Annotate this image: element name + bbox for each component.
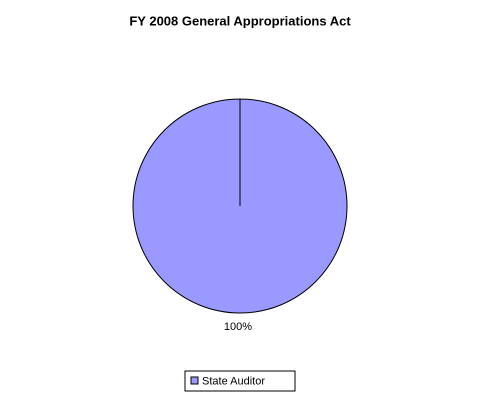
legend-label: State Auditor bbox=[202, 375, 265, 387]
data-label: 100% bbox=[224, 321, 252, 333]
pie-slice bbox=[132, 98, 348, 314]
legend-swatch bbox=[190, 376, 199, 385]
legend-box bbox=[184, 370, 296, 392]
chart-title: FY 2008 General Appropriations Act bbox=[129, 13, 351, 28]
